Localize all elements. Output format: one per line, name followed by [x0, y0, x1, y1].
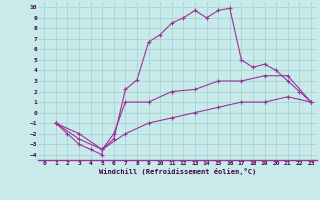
X-axis label: Windchill (Refroidissement éolien,°C): Windchill (Refroidissement éolien,°C)	[99, 168, 256, 175]
